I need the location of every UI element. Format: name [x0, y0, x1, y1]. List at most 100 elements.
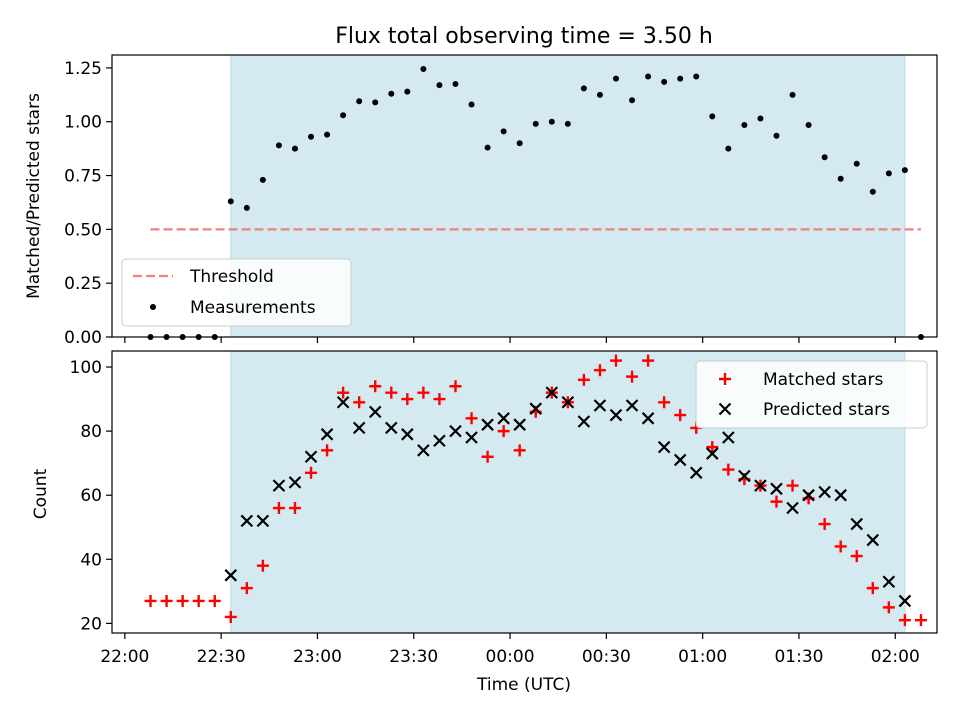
- measurement-point: [324, 131, 331, 138]
- matched-star-point: [433, 393, 446, 406]
- measurement-point: [741, 121, 748, 128]
- predicted-star-point: [401, 428, 414, 441]
- predicted-star-point: [673, 453, 687, 467]
- predicted-star-point: [561, 395, 575, 409]
- predicted-star-point: [433, 434, 446, 448]
- matched-star-point: [272, 502, 285, 515]
- predicted-star-point: [320, 428, 334, 441]
- top-y-axis-label: Matched/Predicted stars: [24, 93, 44, 299]
- top-legend-box: [121, 258, 352, 327]
- predicted-star-point: [545, 386, 559, 399]
- y-tick-label: 0.25: [64, 274, 102, 294]
- matched-star-point: [706, 441, 719, 454]
- matched-star-point: [674, 409, 687, 422]
- predicted-star-point: [689, 466, 703, 480]
- matched-star-point: [288, 502, 301, 515]
- matched-star-point: [337, 386, 350, 399]
- bottom-legend: Matched stars Predicted stars: [695, 360, 928, 429]
- matched-star-point: [770, 495, 783, 508]
- predicted-star-point: [706, 447, 719, 460]
- matched-star-point: [353, 396, 366, 409]
- measurement-point: [661, 78, 668, 85]
- x-tick-label: 22:30: [197, 647, 246, 667]
- predicted-star-point: [385, 421, 398, 435]
- predicted-star-point: [641, 412, 655, 425]
- x-tick-label: 23:30: [389, 647, 438, 667]
- predicted-star-point: [288, 476, 302, 489]
- matched-star-point: [369, 380, 382, 393]
- matched-star-point: [192, 594, 205, 607]
- measurement-point: [291, 145, 298, 152]
- matched-star-point: [818, 518, 831, 531]
- matched-star-point: [626, 370, 639, 383]
- matched-star-point: [321, 444, 334, 457]
- matched-star-point: [642, 354, 655, 367]
- predicted-star-point: [818, 485, 831, 499]
- matched-star-point: [144, 594, 157, 607]
- x-tick-label: 01:00: [678, 647, 727, 667]
- measurement-point: [243, 204, 250, 211]
- matched-star-point: [834, 540, 847, 553]
- measurement-point: [612, 75, 619, 82]
- legend-measurement-label: Measurements: [190, 298, 316, 318]
- measurement-point: [452, 81, 459, 88]
- x-tick-label: 00:30: [582, 647, 631, 667]
- y-tick-label: 40: [80, 550, 102, 570]
- x-tick-label: 02:00: [871, 647, 920, 667]
- predicted-star-point: [224, 569, 238, 582]
- predicted-star-point: [866, 533, 880, 547]
- matched-star-point: [513, 444, 526, 457]
- measurement-point: [548, 118, 555, 125]
- measurement-point: [372, 99, 379, 106]
- matched-star-point: [722, 463, 735, 476]
- matched-star-point: [208, 594, 221, 607]
- measurement-point: [821, 154, 828, 161]
- matched-star-point: [256, 559, 269, 572]
- measurement-point: [500, 128, 507, 135]
- measurement-point: [596, 91, 603, 98]
- matched-star-point: [385, 386, 398, 399]
- x-tick-label: 22:00: [100, 647, 149, 667]
- matched-star-point: [786, 479, 799, 492]
- matched-star-point: [401, 393, 414, 406]
- y-tick-label: 0.00: [64, 328, 102, 348]
- predicted-star-point: [497, 412, 510, 425]
- y-tick-label: 1.25: [64, 59, 102, 79]
- measurement-point: [532, 120, 539, 127]
- predicted-star-point: [754, 479, 767, 492]
- y-tick-label: 20: [80, 614, 102, 634]
- measurement-point: [340, 112, 347, 119]
- matched-star-point: [914, 614, 927, 627]
- measurement-point: [275, 142, 282, 149]
- predicted-star-point: [481, 418, 494, 431]
- measurement-point: [356, 98, 363, 105]
- predicted-star-point: [529, 402, 543, 415]
- matched-star-point: [224, 610, 237, 623]
- predicted-star-point: [256, 514, 270, 528]
- bottom-y-axis-label: Count: [31, 468, 51, 519]
- matched-star-point: [577, 373, 590, 386]
- measurement-point: [388, 90, 395, 97]
- matched-star-point: [593, 364, 606, 377]
- predicted-star-point: [336, 395, 350, 409]
- x-tick-label: 00:00: [486, 647, 535, 667]
- predicted-star-point: [738, 469, 751, 483]
- measurement-point: [516, 140, 523, 147]
- y-tick-label: 1.00: [64, 113, 102, 133]
- legend-measurement-swatch: [150, 304, 156, 310]
- matched-star-point: [305, 466, 318, 479]
- predicted-star-point: [449, 424, 462, 438]
- matched-star-point: [850, 550, 863, 563]
- predicted-star-point: [417, 444, 430, 457]
- predicted-star-point: [304, 450, 318, 464]
- measurement-point: [629, 97, 636, 104]
- measurement-point: [484, 144, 491, 151]
- matched-star-point: [240, 582, 253, 595]
- measurement-point: [677, 75, 684, 82]
- matched-star-point: [609, 354, 622, 367]
- y-tick-label: 100: [70, 358, 102, 378]
- matched-star-point: [898, 614, 911, 627]
- predicted-star-point: [770, 482, 783, 496]
- predicted-star-point: [240, 514, 254, 528]
- legend-predicted-swatch: [718, 402, 732, 416]
